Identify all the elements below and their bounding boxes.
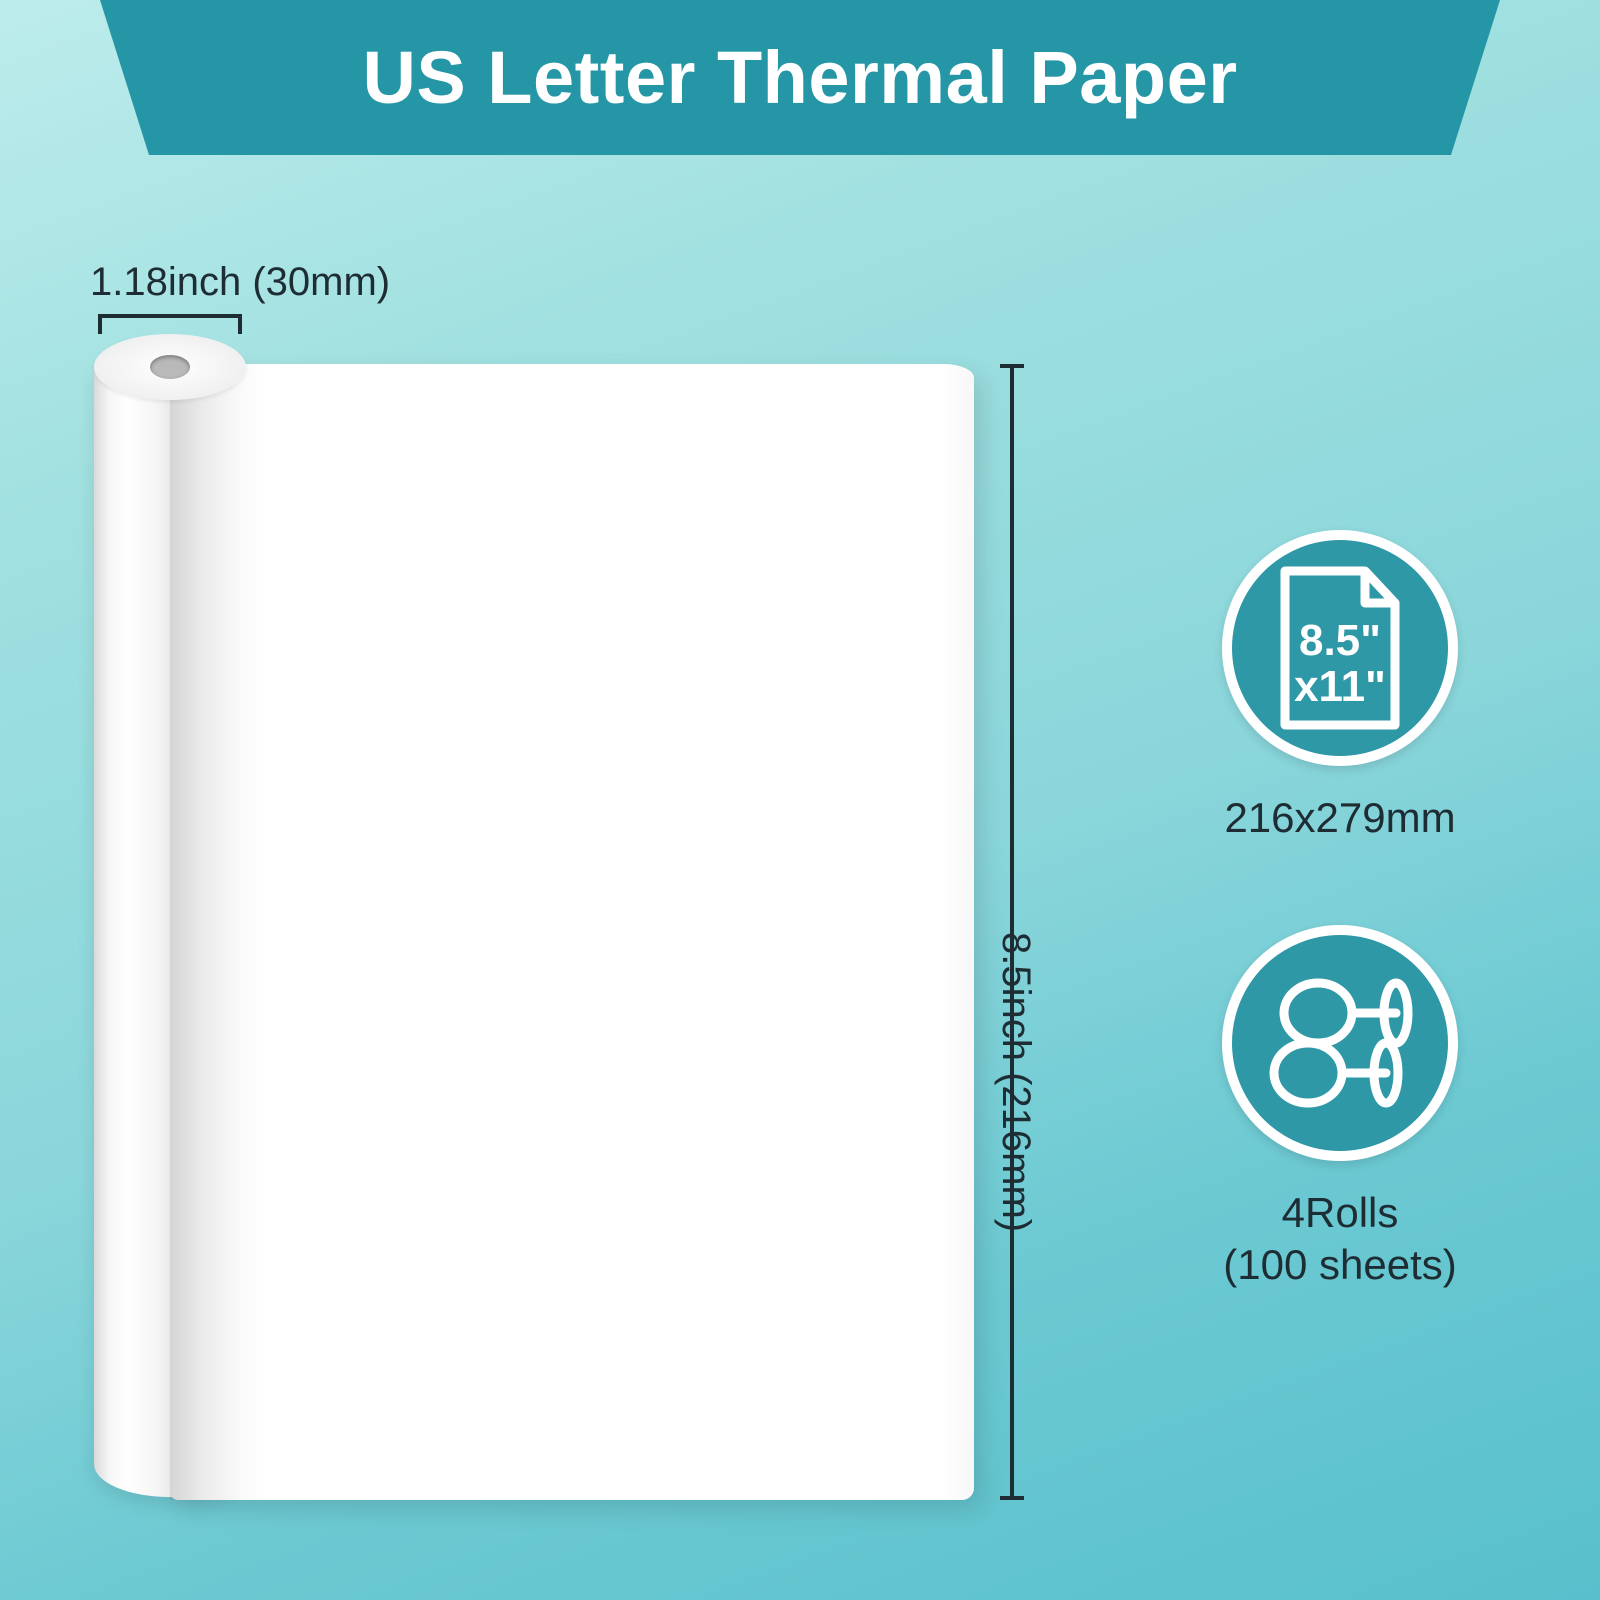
title-ribbon: US Letter Thermal Paper [100,0,1500,155]
width-label: 8.5inch (216mm) [993,932,1038,1232]
diameter-label: 1.18inch (30mm) [90,260,390,305]
page-title: US Letter Thermal Paper [362,35,1237,120]
rolls-caption: 4Rolls (100 sheets) [1222,1187,1458,1292]
paper-roll-illustration [94,334,974,1514]
size-caption: 216x279mm [1222,792,1458,845]
page-size-icon: 8.5" x11" [1265,563,1415,733]
features: 8.5" x11" 216x279mm 4Roll [1170,530,1510,1292]
rolls-caption-line1: 4Rolls [1282,1189,1399,1236]
size-circle: 8.5" x11" [1222,530,1458,766]
rolls-circle [1222,925,1458,1161]
rolls-caption-line2: (100 sheets) [1223,1241,1456,1288]
feature-rolls: 4Rolls (100 sheets) [1222,925,1458,1292]
paper-sheet [170,364,974,1500]
roll-top [94,334,246,400]
rolls-icon [1260,973,1420,1113]
feature-size: 8.5" x11" 216x279mm [1222,530,1458,845]
size-line1: 8.5" [1299,616,1381,665]
size-line2: x11" [1294,662,1386,711]
